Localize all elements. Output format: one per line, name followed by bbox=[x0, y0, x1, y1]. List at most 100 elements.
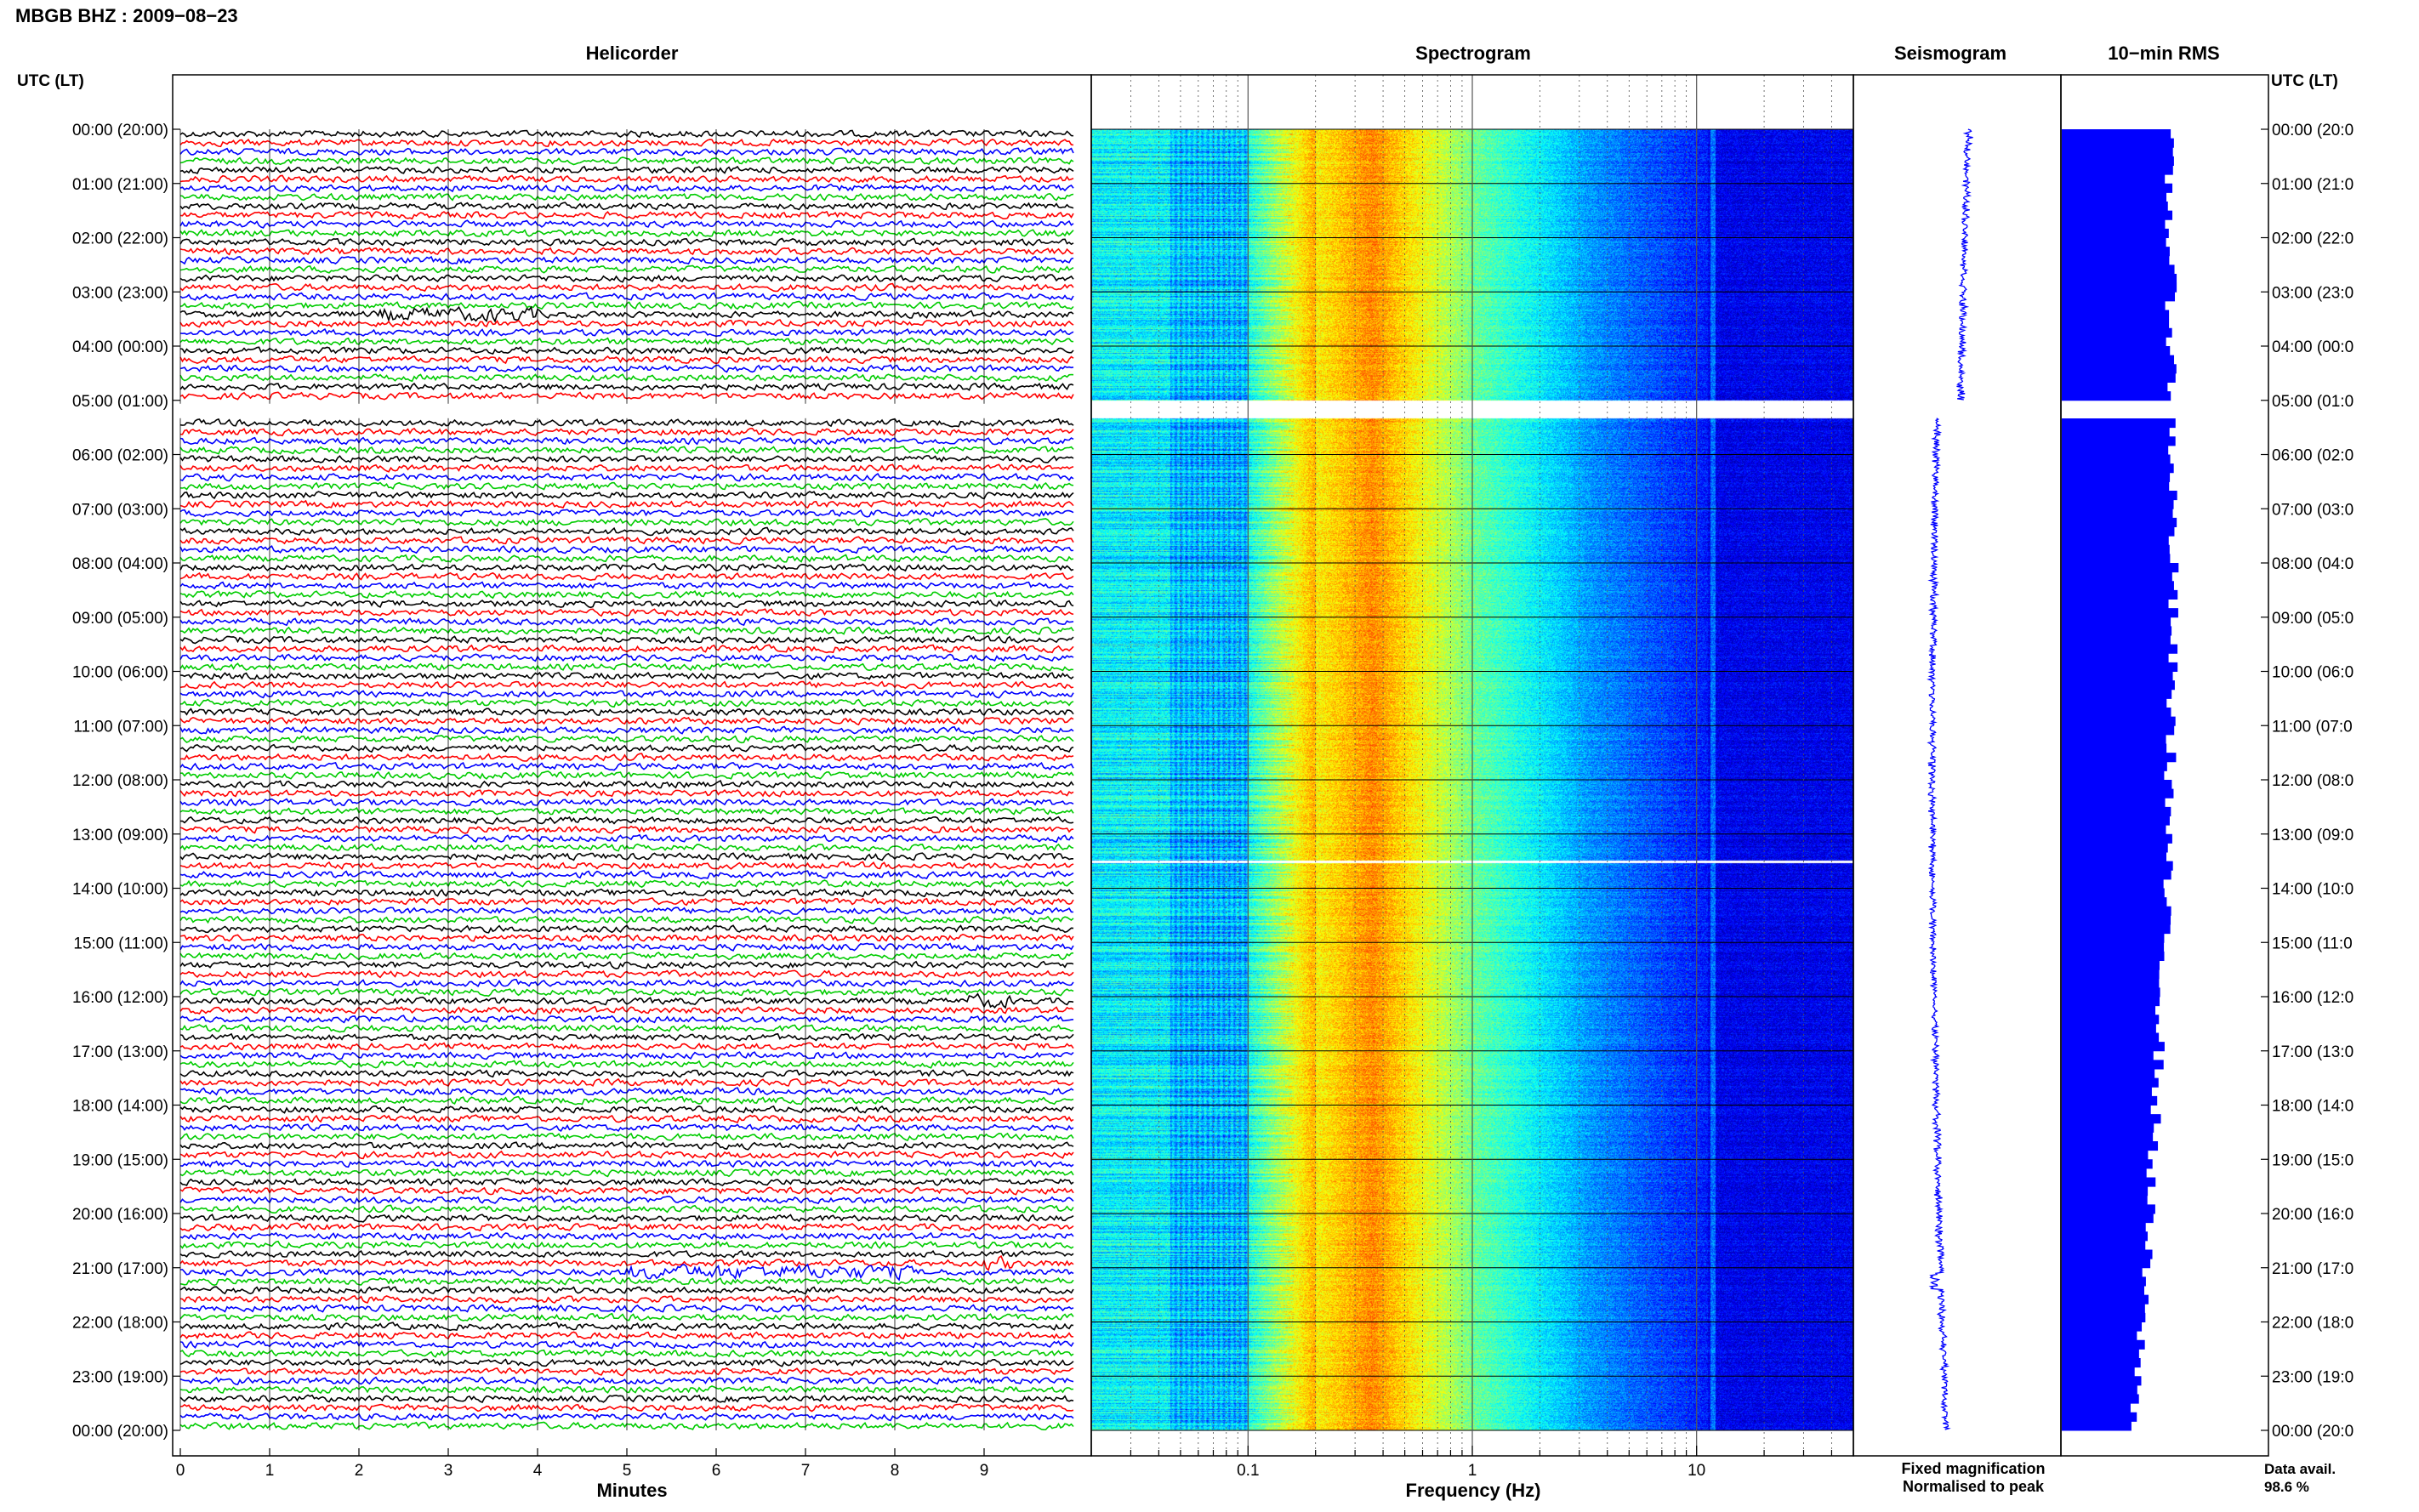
rms-bar bbox=[2062, 716, 2176, 726]
rms-bar bbox=[2062, 725, 2175, 736]
seismogram-panel bbox=[1927, 128, 1973, 1430]
helicorder-x-tick-label: 9 bbox=[980, 1462, 989, 1480]
time-label-right: 19:00 (15:0 bbox=[2272, 1151, 2354, 1169]
rms-bar bbox=[2062, 753, 2177, 763]
time-label-right: 14:00 (10:0 bbox=[2272, 881, 2354, 899]
rms-bar bbox=[2062, 1141, 2159, 1151]
helicorder-title: Helicorder bbox=[586, 43, 679, 64]
time-label-left: 16:00 (12:00) bbox=[72, 989, 168, 1007]
rms-bar bbox=[2062, 463, 2174, 474]
rms-bar bbox=[2062, 788, 2174, 799]
rms-bar bbox=[2062, 969, 2160, 980]
rms-bar bbox=[2062, 1276, 2146, 1287]
time-label-right: 01:00 (21:0 bbox=[2272, 176, 2354, 194]
rms-bar bbox=[2062, 770, 2165, 781]
helicorder-x-tick-label: 7 bbox=[801, 1462, 811, 1480]
rms-bar bbox=[2062, 1015, 2160, 1025]
helicorder-x-tick-label: 5 bbox=[623, 1462, 632, 1480]
time-axis-labels: 00:00 (20:00) 01:00 (21:00) 02:00 (22:00) 0… bbox=[72, 122, 2354, 1441]
rms-bar bbox=[2062, 1060, 2164, 1070]
helicorder-x-tick-label: 6 bbox=[712, 1462, 721, 1480]
rms-bar bbox=[2062, 544, 2170, 554]
rms-bar bbox=[2062, 1294, 2149, 1305]
station-title: MBGB BHZ : 2009−08−23 bbox=[15, 5, 238, 26]
rms-bar bbox=[2062, 202, 2168, 212]
time-label-right: 15:00 (11:0 bbox=[2272, 935, 2353, 952]
rms-bar bbox=[2062, 219, 2166, 230]
time-label-right: 08:00 (04:0 bbox=[2272, 555, 2354, 573]
time-label-right: 18:00 (14:0 bbox=[2272, 1098, 2354, 1116]
rms-bar bbox=[2062, 1114, 2161, 1124]
rms-bar bbox=[2062, 391, 2171, 401]
data-avail-label: Data avail. bbox=[2264, 1461, 2336, 1477]
rms-bar bbox=[2062, 589, 2178, 600]
rms-bar bbox=[2062, 1150, 2149, 1160]
rms-bar bbox=[2062, 653, 2169, 663]
helicorder-panel: 0 1 2 3 4 5 6 7 8 9 bbox=[174, 129, 1090, 1480]
rms-bar bbox=[2062, 1231, 2149, 1242]
rms-bar bbox=[2062, 1204, 2155, 1214]
rms-bar bbox=[2062, 906, 2171, 916]
rms-bar bbox=[2062, 372, 2176, 383]
spectrogram-title: Spectrogram bbox=[1415, 43, 1531, 64]
rms-bar bbox=[2062, 1376, 2142, 1386]
rms-bar bbox=[2062, 192, 2167, 202]
time-label-right: 03:00 (23:0 bbox=[2272, 284, 2354, 302]
legend-fixed-magnification: Fixed magnification bbox=[1901, 1460, 2045, 1477]
rms-bar bbox=[2062, 454, 2171, 464]
utc-lt-right-label: UTC (LT) bbox=[2271, 72, 2338, 90]
rms-bar bbox=[2062, 327, 2172, 338]
rms-bar bbox=[2062, 1087, 2152, 1097]
time-label-right: 09:00 (05:0 bbox=[2272, 610, 2354, 628]
rms-bar bbox=[2062, 499, 2174, 509]
rms-panel bbox=[2062, 129, 2179, 1431]
rms-bar bbox=[2062, 617, 2171, 627]
time-label-right: 04:00 (00:0 bbox=[2272, 338, 2354, 356]
rms-bar bbox=[2062, 635, 2171, 645]
time-label-left: 00:00 (20:00) bbox=[72, 1423, 168, 1441]
rms-bar bbox=[2062, 924, 2171, 935]
rms-bar bbox=[2062, 237, 2166, 247]
rms-bar bbox=[2062, 1069, 2155, 1079]
rms-bar bbox=[2062, 960, 2160, 970]
rms-bar bbox=[2062, 165, 2173, 175]
rms-bar bbox=[2062, 147, 2173, 157]
rms-bar bbox=[2062, 255, 2170, 265]
rms-bar bbox=[2062, 1005, 2156, 1015]
rms-bar bbox=[2062, 680, 2175, 691]
rms-bar bbox=[2062, 509, 2173, 519]
rms-bar bbox=[2062, 310, 2170, 320]
rms-bar bbox=[2062, 427, 2170, 437]
rms-bar bbox=[2062, 1050, 2154, 1060]
rms-bar bbox=[2062, 1403, 2131, 1413]
spectrogram-x-tick-label: 0.1 bbox=[1237, 1462, 1259, 1480]
rms-bar bbox=[2062, 436, 2176, 446]
time-label-left: 18:00 (14:00) bbox=[72, 1098, 168, 1116]
rms-bar bbox=[2062, 1367, 2135, 1377]
rms-bar bbox=[2062, 1349, 2139, 1359]
time-label-right: 13:00 (09:0 bbox=[2272, 827, 2354, 844]
rms-bar bbox=[2062, 1384, 2137, 1395]
rms-bar bbox=[2062, 481, 2170, 492]
time-label-left: 02:00 (22:00) bbox=[72, 230, 168, 248]
time-label-left: 13:00 (09:00) bbox=[72, 827, 168, 844]
rms-bar bbox=[2062, 264, 2175, 275]
rms-bar bbox=[2062, 319, 2170, 329]
time-label-left: 00:00 (20:00) bbox=[72, 122, 168, 139]
rms-bar bbox=[2062, 1240, 2146, 1250]
rms-bar bbox=[2062, 1322, 2143, 1332]
time-label-right: 23:00 (19:0 bbox=[2272, 1368, 2354, 1386]
rms-bar bbox=[2062, 247, 2170, 257]
rms-bar bbox=[2062, 138, 2174, 148]
time-label-right: 02:00 (22:0 bbox=[2272, 230, 2354, 248]
rms-bar bbox=[2062, 274, 2177, 284]
rms-bar bbox=[2062, 1159, 2153, 1169]
time-label-right: 10:00 (06:0 bbox=[2272, 664, 2354, 682]
rms-bar bbox=[2062, 626, 2172, 636]
rms-bar bbox=[2062, 997, 2160, 1007]
rms-bar bbox=[2062, 517, 2177, 527]
rms-bar bbox=[2062, 1186, 2149, 1197]
time-label-left: 22:00 (18:00) bbox=[72, 1315, 168, 1333]
time-label-left: 07:00 (03:00) bbox=[72, 501, 168, 519]
